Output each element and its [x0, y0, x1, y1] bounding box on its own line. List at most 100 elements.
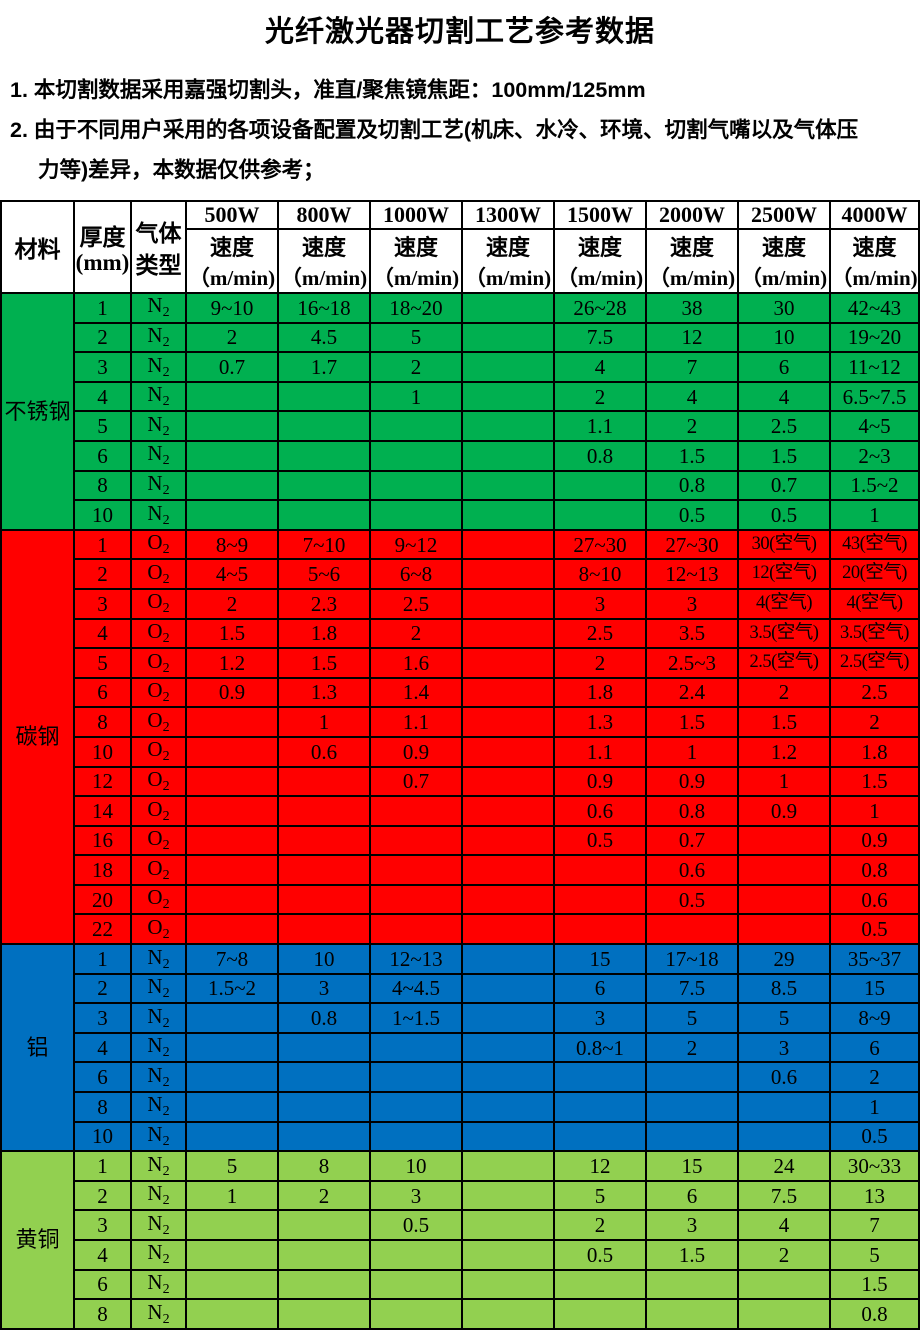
speed-cell: 1: [829, 499, 920, 531]
speed-cell: 2: [553, 380, 647, 413]
speed-cell: 16~18: [277, 292, 371, 324]
speed-header-cell: 速度 （m/min): [737, 228, 831, 294]
thickness-cell: 5: [73, 410, 132, 442]
speed-cell: [185, 706, 279, 738]
gas-cell: O2: [130, 617, 187, 650]
speed-cell: 1.5~2: [829, 469, 920, 502]
speed-cell: 3.5(空气): [737, 617, 831, 650]
speed-cell: [461, 321, 555, 354]
speed-cell: 0.9: [185, 676, 279, 709]
speed-cell: 1.5: [277, 647, 371, 679]
thickness-cell: 6: [73, 1061, 132, 1094]
speed-cell: [645, 1091, 739, 1123]
speed-cell: [645, 1061, 739, 1094]
speed-cell: 13: [829, 1179, 920, 1212]
gas-cell: N2: [130, 1298, 187, 1330]
speed-cell: [277, 1031, 371, 1064]
thickness-header-cell: 厚度 (mm): [73, 200, 132, 294]
speed-cell: [277, 854, 371, 886]
speed-cell: [185, 1091, 279, 1123]
speed-cell: 0.8: [829, 1298, 920, 1330]
speed-header-cell: 速度 （m/min): [277, 228, 371, 294]
speed-cell: [553, 883, 647, 916]
speed-cell: [461, 735, 555, 768]
speed-cell: 1.3: [553, 706, 647, 738]
table-body: 不锈钢 1 N2 9~10 16~18 18~20 26~28 38 30 42~43 2 N2 2 4.…: [0, 292, 920, 1330]
speed-cell: 1: [277, 706, 371, 738]
speed-cell: [185, 854, 279, 886]
material-cell: 不锈钢: [0, 292, 75, 531]
speed-cell: [185, 1209, 279, 1241]
speed-cell: 17~18: [645, 943, 739, 975]
speed-cell: 8~9: [185, 528, 279, 561]
speed-cell: 30~33: [829, 1150, 920, 1182]
speed-cell: 4(空气): [737, 587, 831, 620]
speed-cell: 7~10: [277, 528, 371, 561]
speed-cell: [277, 1268, 371, 1301]
speed-cell: 6.5~7.5: [829, 380, 920, 413]
table-row: 8 N2 0.8 0.7 1.5~2: [1, 469, 920, 502]
power-header-cell: 2000W: [645, 200, 739, 230]
speed-cell: [369, 883, 463, 916]
thickness-cell: 10: [73, 499, 132, 531]
speed-cell: 7: [645, 351, 739, 383]
thickness-cell: 4: [73, 1031, 132, 1064]
speed-cell: [185, 824, 279, 857]
gas-cell: N2: [130, 469, 187, 502]
speed-cell: 0.7: [185, 351, 279, 383]
speed-cell: [185, 883, 279, 916]
speed-cell: 0.5: [737, 499, 831, 531]
table-row: 10 N2 0.5 0.5 1: [1, 499, 920, 531]
speed-cell: [461, 587, 555, 620]
gas-cell: N2: [130, 943, 187, 975]
speed-cell: [185, 1268, 279, 1301]
speed-cell: 4(空气): [829, 587, 920, 620]
speed-cell: 4~4.5: [369, 972, 463, 1005]
speed-cell: 15: [553, 943, 647, 975]
speed-cell: [553, 1120, 647, 1153]
speed-cell: 5: [185, 1150, 279, 1182]
header-row-powers: 材料 厚度 (mm) 气体 类型 500W 800W 1000W 1300W 1500W 2000W…: [0, 200, 920, 294]
speed-cell: 0.6: [277, 735, 371, 768]
speed-cell: [461, 1002, 555, 1034]
speed-cell: 1.1: [369, 706, 463, 738]
gas-cell: O2: [130, 558, 187, 590]
table-row: 6 O2 0.9 1.3 1.4 1.8 2.4 2 2.5: [1, 676, 920, 709]
speed-cell: [461, 1268, 555, 1301]
note-line-2-wrap: 力等)差异，本数据仅供参考；: [38, 158, 325, 182]
table-row: 4 O2 1.5 1.8 2 2.5 3.5 3.5(空气) 3.5(空气): [1, 617, 920, 650]
speed-cell: 5: [369, 321, 463, 354]
speed-cell: 6~8: [369, 558, 463, 590]
speed-cell: 1.3: [277, 676, 371, 709]
gas-cell: N2: [130, 351, 187, 383]
table-row: 3 N2 0.8 1~1.5 3 5 5 8~9: [1, 1002, 920, 1034]
thickness-cell: 2: [73, 558, 132, 590]
speed-cell: 0.7: [369, 765, 463, 798]
table-row: 20 O2 0.5 0.6: [1, 883, 920, 916]
speed-cell: 1.5: [829, 765, 920, 798]
power-header-cell: 500W: [185, 200, 279, 230]
speed-cell: [461, 1120, 555, 1153]
speed-cell: [461, 824, 555, 857]
thickness-cell: 1: [73, 292, 132, 324]
speed-cell: [185, 1239, 279, 1271]
thickness-cell: 14: [73, 795, 132, 827]
table-row: 6 N2 0.6 2: [1, 1061, 920, 1094]
speed-cell: [737, 1120, 831, 1153]
speed-cell: [461, 1298, 555, 1330]
speed-cell: 0.6: [829, 883, 920, 916]
speed-cell: 0.5: [553, 1239, 647, 1271]
speed-cell: [461, 706, 555, 738]
speed-cell: [369, 1031, 463, 1064]
speed-cell: 1: [369, 380, 463, 413]
gas-header-cell: 气体 类型: [130, 200, 187, 294]
speed-cell: 4: [737, 380, 831, 413]
page: 光纤激光器切割工艺参考数据 1. 本切割数据采用嘉强切割头，准直/聚焦镜焦距：1…: [0, 8, 920, 1330]
speed-cell: [737, 1298, 831, 1330]
thickness-cell: 2: [73, 972, 132, 1005]
speed-cell: 6: [645, 1179, 739, 1212]
speed-cell: 5: [553, 1179, 647, 1212]
speed-cell: 30: [737, 292, 831, 324]
speed-cell: [277, 1209, 371, 1241]
speed-cell: [461, 528, 555, 561]
